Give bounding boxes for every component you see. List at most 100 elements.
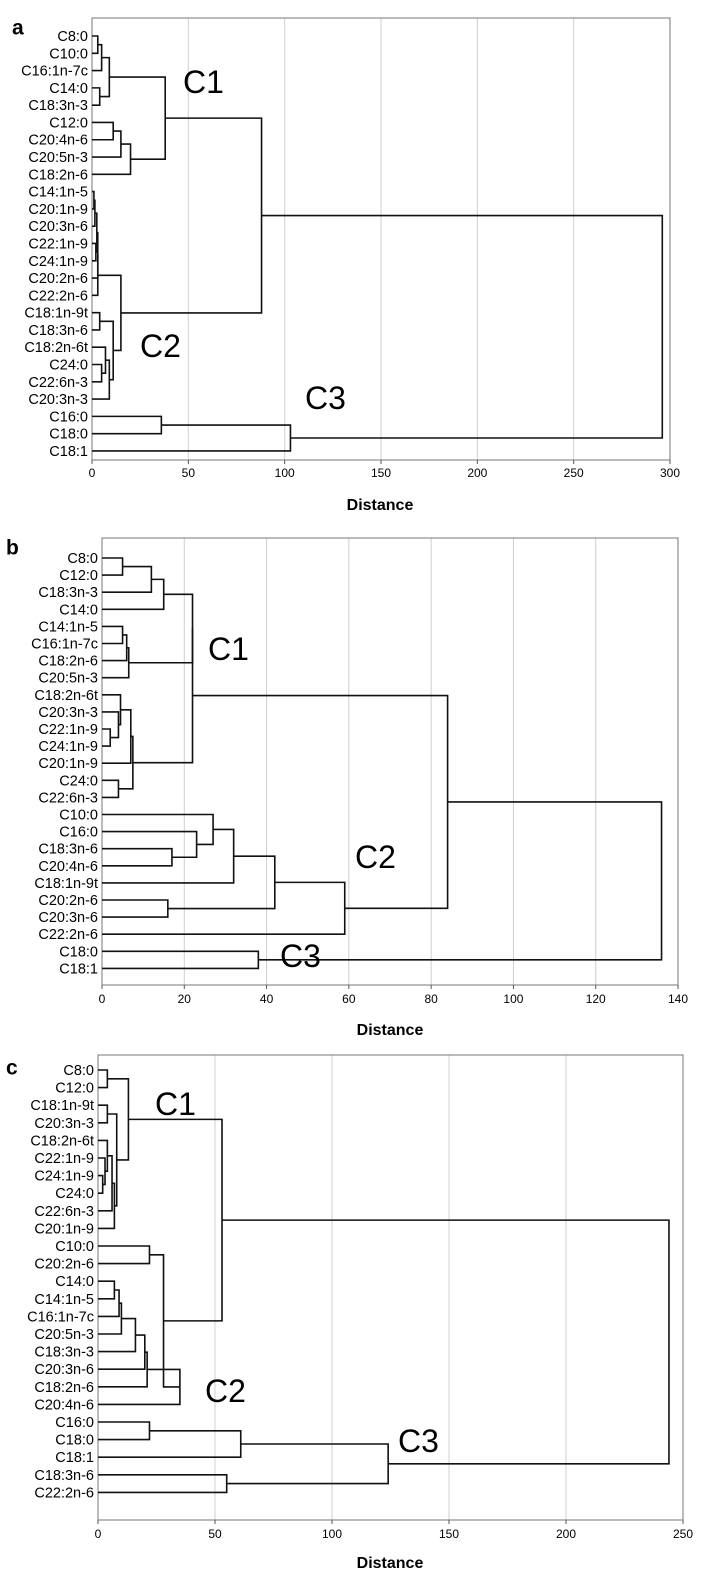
- x-tick-label: 140: [668, 992, 688, 1006]
- dendrogram-link: [258, 801, 663, 961]
- leaf-label: C18:0: [59, 944, 98, 960]
- dendrogram-link: [98, 1317, 137, 1353]
- leaf-label: C20:2n-6: [38, 893, 98, 909]
- dendrogram-link: [102, 830, 198, 859]
- dendrogram-link: [102, 899, 169, 918]
- dendrogram-link: [97, 274, 122, 352]
- x-tick-label: 40: [260, 992, 274, 1006]
- cluster-label-c1: C1: [155, 1086, 196, 1122]
- leaf-label: C20:3n-3: [38, 705, 98, 721]
- leaf-label: C20:1n-9: [34, 1221, 94, 1237]
- dendrogram-link: [109, 76, 167, 160]
- leaf-label: C16:1n-7c: [31, 637, 98, 653]
- dendrogram-link: [92, 43, 103, 72]
- leaf-label: C14:0: [59, 602, 98, 618]
- leaf-label: C22:1n-9: [34, 1151, 94, 1167]
- dendrogram-link: [92, 346, 107, 374]
- dendrogram-link: [98, 1245, 151, 1265]
- dendrogram-link: [92, 255, 99, 297]
- dendrogram-link: [92, 121, 114, 141]
- leaf-label: C14:0: [49, 81, 88, 97]
- dendrogram-link: [118, 735, 134, 790]
- leaf-label: C22:2n-6: [34, 1485, 94, 1501]
- x-tick-label: 200: [556, 1527, 576, 1541]
- leaf-label: C8:0: [67, 551, 98, 567]
- leaf-label: C14:1n-5: [28, 185, 88, 201]
- leaf-label: C22:2n-6: [28, 288, 88, 304]
- leaf-label: C18:3n-6: [28, 323, 88, 339]
- dendrogram-link: [102, 779, 120, 799]
- leaf-label: C18:1n-9t: [30, 1098, 94, 1114]
- x-tick-label: 0: [99, 992, 106, 1006]
- dendrogram-link: [92, 359, 111, 400]
- dendrogram-link: [120, 117, 263, 314]
- x-tick-label: 50: [182, 466, 196, 480]
- cluster-label-c2: C2: [140, 328, 181, 364]
- dendrogram-link: [92, 424, 292, 452]
- leaf-label: C22:6n-3: [28, 375, 88, 391]
- leaf-label: C20:3n-3: [34, 1116, 94, 1132]
- x-tick-label: 200: [467, 466, 487, 480]
- dendrogram-link: [132, 628, 194, 764]
- dendrogram-link: [98, 1139, 109, 1172]
- dendrogram-link: [92, 87, 101, 106]
- dendrogram-link: [92, 415, 163, 435]
- leaf-label: C20:3n-6: [34, 1362, 94, 1378]
- dendrogram-link: [261, 214, 664, 439]
- dendrogram-link: [92, 363, 103, 383]
- dendrogram-link: [102, 728, 112, 747]
- leaf-label: C20:1n-9: [38, 756, 98, 772]
- x-tick-label: 150: [439, 1527, 459, 1541]
- leaf-label: C18:1: [49, 444, 88, 460]
- x-axis-label: Distance: [357, 1555, 424, 1572]
- dendrogram-link: [128, 593, 194, 664]
- dendrogram-link: [102, 578, 165, 611]
- leaf-label: C18:1n-9t: [34, 876, 98, 892]
- leaf-label: C18:1: [59, 961, 98, 977]
- x-tick-label: 0: [89, 466, 96, 480]
- x-tick-label: 20: [178, 992, 192, 1006]
- leaf-label: C16:0: [59, 825, 98, 841]
- x-tick-label: 50: [208, 1527, 222, 1541]
- leaf-label: C20:5n-3: [28, 150, 88, 166]
- dendrogram-link: [99, 320, 114, 381]
- leaf-label: C20:3n-6: [38, 910, 98, 926]
- leaf-label: C16:0: [55, 1415, 94, 1431]
- cluster-label-c1: C1: [208, 631, 249, 667]
- dendrogram-panel-c: 0 50 100 150 200 250 Distance c C8:0 C12:0C18:1n-…: [6, 1054, 693, 1572]
- leaf-label: C22:6n-3: [38, 790, 98, 806]
- panel-letter: b: [6, 536, 19, 559]
- leaf-label: C24:0: [59, 773, 98, 789]
- x-tick-label: 250: [564, 466, 584, 480]
- dendrogram-link: [102, 847, 173, 867]
- dendrogram-link: [92, 242, 97, 262]
- cluster-label-c3: C3: [305, 380, 346, 416]
- panel-letter: c: [6, 1056, 18, 1079]
- leaf-label: C18:3n-3: [38, 585, 98, 601]
- x-tick-label: 60: [342, 992, 356, 1006]
- leaf-label: C20:5n-3: [38, 671, 98, 687]
- dendrogram-link: [98, 1104, 109, 1124]
- leaf-label: C10:0: [49, 46, 88, 62]
- x-tick-label: 120: [586, 992, 606, 1006]
- leaf-label: C8:0: [63, 1063, 94, 1079]
- x-tick-label: 100: [503, 992, 523, 1006]
- dendrogram-link: [92, 130, 122, 158]
- dendrogram-link: [226, 1443, 389, 1485]
- leaf-label: C14:0: [55, 1274, 94, 1290]
- dendrogram-link: [102, 565, 153, 593]
- leaf-label: C20:4n-6: [38, 859, 98, 875]
- leaf-label: C18:0: [55, 1433, 94, 1449]
- leaf-label: C22:6n-3: [34, 1204, 94, 1220]
- leaf-label: C18:2n-6t: [30, 1133, 94, 1149]
- leaf-label: C18:1n-9t: [24, 306, 88, 322]
- leaf-label: C18:2n-6t: [34, 688, 98, 704]
- leaf-label: C24:0: [49, 358, 88, 374]
- leaf-label: C8:0: [57, 29, 88, 45]
- dendrogram-link: [102, 557, 124, 576]
- dendrogram-link: [92, 143, 132, 176]
- leaf-label: C22:1n-9: [38, 722, 98, 738]
